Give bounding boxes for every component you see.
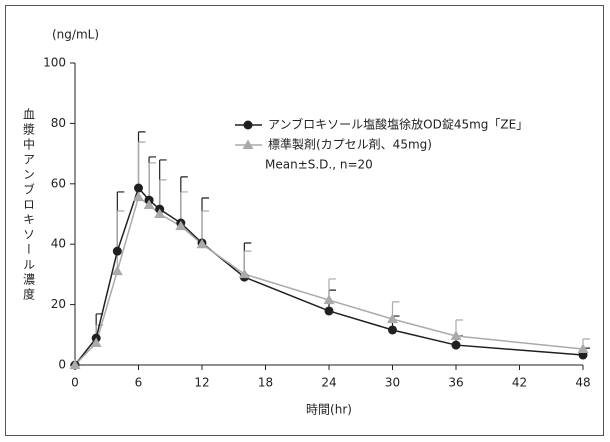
marker xyxy=(577,343,589,353)
marker xyxy=(90,337,102,347)
series-line xyxy=(74,186,584,366)
legend-marker xyxy=(243,120,253,130)
error-bar xyxy=(201,197,209,243)
error-bar xyxy=(137,131,146,189)
annotation: Mean±S.D., n=20 xyxy=(265,158,373,172)
legend-label: 標準製剤(カプセル剤、45mg) xyxy=(268,137,432,152)
x-tick-label: 12 xyxy=(194,376,209,390)
marker xyxy=(111,265,123,276)
marker xyxy=(451,340,461,350)
error-bar xyxy=(180,176,188,224)
marker xyxy=(154,208,166,218)
y-unit: (ng/mL) xyxy=(52,28,99,42)
x-tick-label: 18 xyxy=(258,376,273,390)
x-tick-label: 48 xyxy=(575,376,590,390)
marker xyxy=(112,246,122,256)
x-tick-label: 42 xyxy=(512,376,527,390)
marker xyxy=(323,294,335,305)
marker xyxy=(143,199,155,209)
x-title: 時間(hr) xyxy=(306,403,352,417)
y-tick-label: 40 xyxy=(51,237,66,251)
x-tick-label: 6 xyxy=(135,376,143,390)
error-bar xyxy=(159,159,167,210)
marker xyxy=(69,359,81,369)
marker xyxy=(196,238,208,249)
marker xyxy=(134,183,143,193)
y-tick-label: 100 xyxy=(43,56,66,70)
x-tick-label: 36 xyxy=(448,376,463,390)
marker xyxy=(450,330,462,341)
y-tick-label: 20 xyxy=(51,297,66,311)
y-tick-label: 80 xyxy=(51,116,66,130)
marker xyxy=(238,268,250,279)
legend-label: アンブロキソール塩酸塩徐放OD錠45mg「ZE」 xyxy=(268,117,528,132)
y-title: 血漿中アンブロキソール濃度 xyxy=(22,108,36,303)
marker xyxy=(133,191,144,202)
y-tick-label: 0 xyxy=(58,358,66,372)
x-tick-label: 24 xyxy=(321,376,336,390)
error-bar xyxy=(116,210,125,272)
frame xyxy=(5,5,604,436)
y-tick-label: 60 xyxy=(51,176,66,190)
x-tick-label: 0 xyxy=(71,376,79,390)
marker xyxy=(387,313,398,324)
x-tick-label: 30 xyxy=(385,376,400,390)
legend-marker xyxy=(242,139,254,149)
marker xyxy=(324,306,334,316)
marker xyxy=(388,325,397,335)
marker xyxy=(175,220,187,231)
